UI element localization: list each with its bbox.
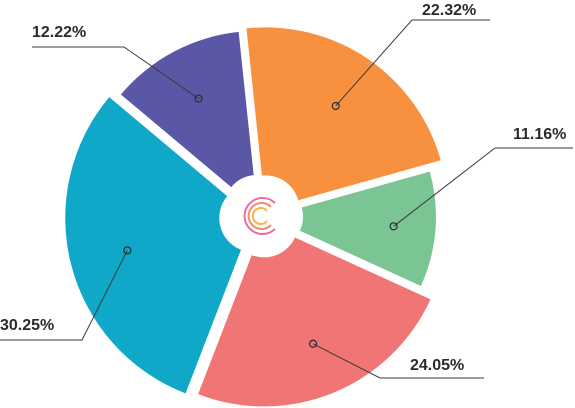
c-logo-icon bbox=[226, 181, 296, 251]
leader-dot bbox=[331, 101, 340, 111]
pie-slices bbox=[65, 27, 441, 407]
slice-percent-label: 11.16% bbox=[513, 126, 566, 143]
leader-line bbox=[32, 46, 199, 99]
leader-dot bbox=[194, 94, 203, 103]
pie-slice bbox=[65, 97, 242, 394]
leader-dot bbox=[309, 339, 318, 348]
leader-line bbox=[0, 250, 128, 341]
slice-percent-label: 22.32% bbox=[422, 2, 476, 19]
leader-line bbox=[312, 343, 484, 379]
pie-slice bbox=[246, 27, 441, 201]
slice-percent-label: 12.22% bbox=[32, 24, 86, 41]
slice-percent-label: 24.05% bbox=[410, 357, 464, 374]
leader-line bbox=[335, 19, 490, 107]
leader-line bbox=[393, 147, 573, 227]
leader-dot bbox=[389, 222, 398, 231]
leader-dot bbox=[123, 246, 132, 255]
pie-slice bbox=[299, 171, 436, 286]
pie-slice bbox=[120, 31, 254, 188]
slice-percent-label: 30.25% bbox=[0, 317, 54, 334]
pie-slice bbox=[198, 237, 431, 407]
pie-labels: 22.32% 11.16% 24.05% 30.25% 12.22% bbox=[0, 2, 573, 379]
